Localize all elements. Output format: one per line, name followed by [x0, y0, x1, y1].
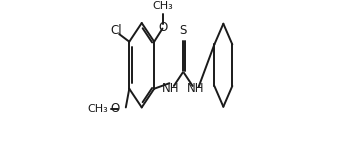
Text: CH₃: CH₃	[153, 1, 173, 11]
Text: NH: NH	[162, 82, 179, 95]
Text: Cl: Cl	[110, 24, 122, 37]
Text: CH₃: CH₃	[87, 104, 108, 114]
Text: O: O	[110, 102, 120, 115]
Text: O: O	[159, 21, 168, 34]
Text: S: S	[179, 24, 187, 37]
Text: NH: NH	[187, 82, 204, 95]
